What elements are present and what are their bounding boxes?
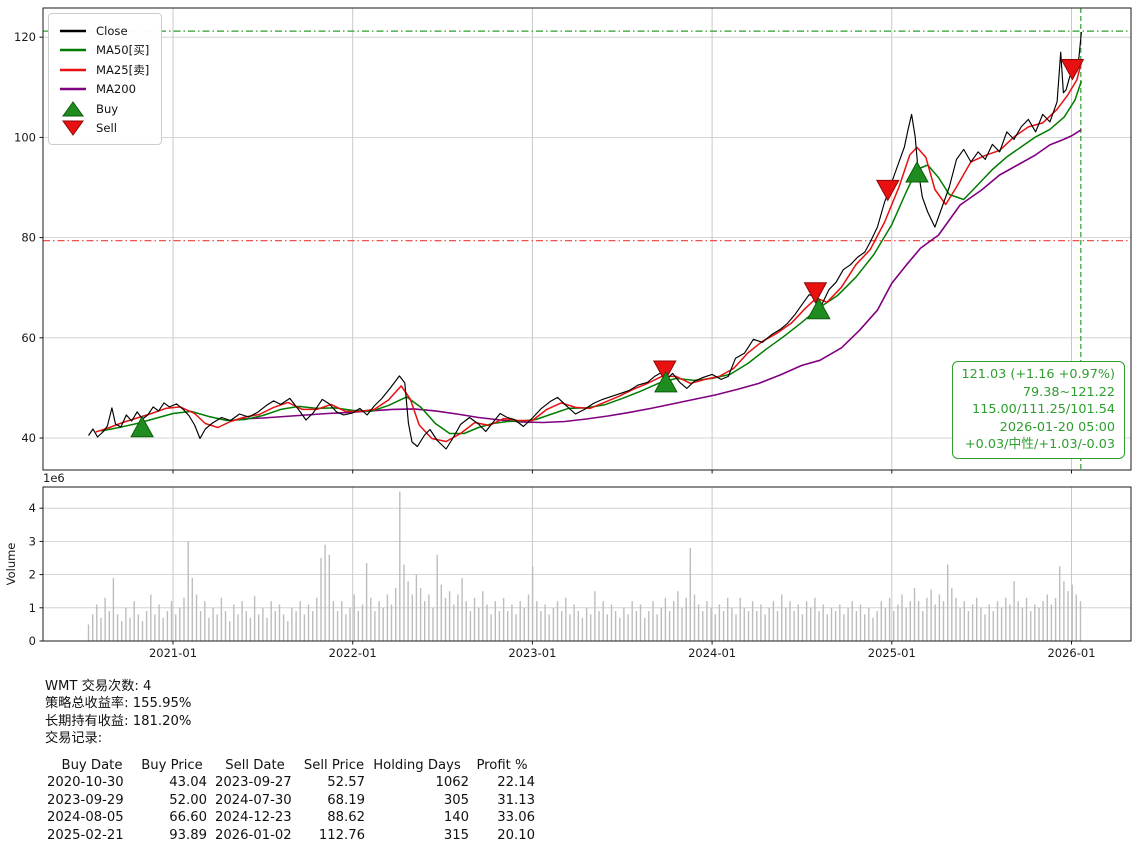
legend-swatch-icon [62,120,84,137]
legend-item: Close [58,21,149,41]
buy-marker [654,370,678,393]
legend-label: Close [96,23,128,38]
svg-text:60: 60 [21,331,36,345]
svg-text:2021-01: 2021-01 [149,646,197,660]
svg-text:40: 40 [21,431,36,445]
trade-markers [130,59,1085,438]
strategy-return: 策略总收益率: 155.95% [45,696,192,712]
grid-lines [43,8,1131,642]
col-holding-days: Holding Days [373,758,461,773]
trade-row: 2020-10-30 43.04 2023-09-27 52.57 1062 22.14 [47,775,535,791]
legend-swatch-icon [62,100,84,117]
info-signal: +0.03/中性/+1.03/-0.03 [964,437,1115,453]
legend-swatch-icon [60,48,86,52]
volume-axis-title: Volume [4,543,18,586]
svg-text:3: 3 [29,534,36,548]
legend-swatch-icon [60,29,86,33]
ma200-line [239,129,1082,424]
buy-hold-return: 长期持有收益: 181.20% [45,713,192,729]
legend-label: MA200 [96,82,137,97]
svg-text:2026-01: 2026-01 [1047,646,1095,660]
svg-text:100: 100 [14,130,36,144]
date-axis-labels: 2021-01 2022-01 2023-01 2024-01 2025-01 2026-… [149,646,1096,660]
svg-text:120: 120 [14,30,36,44]
price-axis-labels: 40 60 80 100 120 [14,30,36,445]
col-sell-price: Sell Price [303,758,365,773]
legend-item: MA25[卖] [58,60,149,80]
legend-label: Sell [96,121,117,136]
trade-row: 2025-02-21 93.89 2026-01-02 112.76 315 20.10 [47,827,535,843]
info-datetime: 2026-01-20 05:00 [999,419,1115,435]
legend-label: MA50[买] [96,43,150,58]
legend-label: Buy [96,101,119,116]
svg-text:2024-01: 2024-01 [688,646,736,660]
svg-text:2023-01: 2023-01 [508,646,556,660]
legend-item: MA200 [58,80,149,100]
col-buy-price: Buy Price [141,758,203,773]
svg-text:4: 4 [29,501,36,515]
close-line [88,31,1082,450]
volume-scale-label: 1e6 [43,471,65,485]
legend-item: MA50[买] [58,41,149,61]
info-last-price: 121.03 (+1.16 +0.97%) [961,367,1116,382]
price-pane-frame [42,7,1132,471]
sell-marker [1060,59,1085,81]
svg-text:2022-01: 2022-01 [329,646,377,660]
buy-marker [806,297,831,320]
svg-text:80: 80 [21,231,36,245]
buy-marker [130,415,154,438]
ma50-line [100,80,1083,435]
svg-text:2: 2 [29,568,36,582]
axis-ticks [39,36,1072,645]
volume-axis-labels: 0 1 2 3 4 [29,501,36,648]
sell-marker [652,360,677,383]
trade-row: 2023-09-29 52.00 2024-07-30 68.19 305 31.13 [47,792,535,808]
ma25-line [95,62,1083,443]
trade-log-title: 交易记录: [45,730,103,746]
buy-marker [905,160,929,183]
trade-count: WMT 交易次数: 4 [45,679,152,694]
legend-swatch-icon [60,68,86,72]
col-sell-date: Sell Date [225,758,285,773]
volume-pane-frame [42,486,1132,642]
info-ma-values: 115.00/111.25/101.54 [972,402,1115,418]
trades-header-row: Buy Date Buy Price Sell Date Sell Price … [45,757,535,774]
svg-text:1: 1 [29,601,36,615]
legend-item: Buy [58,99,149,119]
legend: Close MA50[买] MA25[卖] MA200 Buy Sell [48,13,163,145]
col-profit-pct: Profit % [476,758,528,773]
legend-swatch-icon [60,87,86,91]
trades-table: Buy Date Buy Price Sell Date Sell Price … [45,757,535,844]
info-52w-range: 79.38~121.22 [1022,384,1115,400]
svg-text:2025-01: 2025-01 [868,646,916,660]
strategy-stats: WMT 交易次数: 4 策略总收益率: 155.95% 长期持有收益: 181.… [45,678,191,747]
sell-marker [803,282,828,304]
legend-item: Sell [58,119,149,139]
svg-text:0: 0 [29,634,36,648]
volume-bars [87,491,1082,641]
legend-label: MA25[卖] [96,62,150,77]
trade-row: 2024-08-05 66.60 2024-12-23 88.62 140 33.06 [47,810,535,826]
quote-info-box: 121.03 (+1.16 +0.97%) 79.38~121.22 115.0… [951,361,1125,459]
col-buy-date: Buy Date [61,758,123,773]
sell-marker [875,179,900,202]
